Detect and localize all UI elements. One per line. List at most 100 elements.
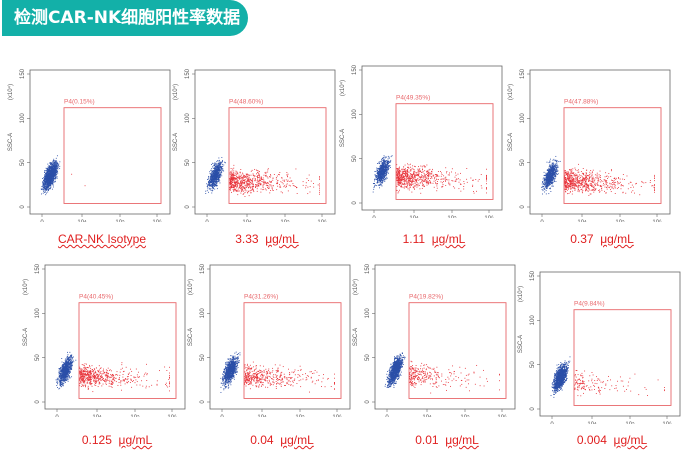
positive-event — [405, 180, 406, 182]
positive-event — [437, 181, 438, 182]
negative-event — [46, 169, 48, 171]
negative-event — [48, 184, 50, 185]
negative-event — [49, 177, 51, 179]
negative-event — [209, 185, 211, 187]
negative-event — [214, 172, 216, 174]
negative-event — [57, 172, 59, 174]
negative-event — [47, 183, 49, 185]
negative-event — [553, 165, 555, 167]
negative-event — [213, 185, 215, 187]
negative-event — [547, 181, 549, 183]
negative-event — [49, 176, 51, 178]
negative-event — [383, 167, 385, 169]
positive-event — [258, 182, 260, 184]
positive-event — [431, 177, 433, 179]
positive-event — [264, 181, 266, 183]
positive-event — [417, 175, 419, 177]
negative-event — [384, 178, 386, 180]
negative-event — [550, 173, 552, 175]
negative-event — [49, 170, 51, 172]
negative-event — [51, 169, 53, 170]
positive-event — [287, 173, 289, 175]
positive-event — [280, 181, 282, 183]
negative-event — [46, 179, 48, 181]
negative-event — [215, 172, 217, 174]
negative-event — [46, 168, 48, 169]
negative-event — [47, 180, 49, 181]
negative-event — [49, 188, 51, 190]
negative-event — [209, 180, 211, 182]
positive-event — [401, 180, 403, 182]
negative-event — [542, 178, 544, 180]
negative-event — [45, 167, 47, 169]
positive-event — [237, 177, 239, 179]
positive-event — [403, 183, 405, 185]
positive-event — [247, 192, 248, 194]
positive-event — [414, 185, 416, 187]
negative-event — [218, 162, 220, 164]
negative-event — [220, 168, 222, 170]
negative-event — [45, 186, 47, 188]
negative-event — [546, 175, 548, 177]
positive-event — [399, 176, 401, 178]
positive-event — [396, 164, 398, 166]
negative-event — [551, 168, 553, 170]
negative-event — [51, 188, 53, 190]
negative-event — [555, 166, 556, 167]
positive-event — [403, 177, 405, 179]
negative-event — [213, 175, 215, 177]
plot-frame — [29, 69, 171, 215]
negative-event — [549, 169, 551, 171]
positive-event — [396, 177, 398, 179]
negative-event — [219, 161, 221, 163]
negative-event — [216, 185, 218, 187]
positive-event — [265, 184, 267, 186]
positive-event — [253, 189, 254, 191]
positive-event — [432, 174, 434, 176]
negative-event — [210, 169, 212, 171]
negative-event — [219, 176, 221, 178]
positive-event — [416, 179, 417, 181]
positive-event — [246, 175, 248, 177]
positive-event — [425, 176, 427, 178]
positive-event — [240, 188, 242, 189]
positive-event — [449, 183, 451, 185]
positive-event — [250, 192, 252, 194]
positive-event — [405, 173, 407, 175]
negative-event — [546, 173, 548, 175]
negative-event — [217, 167, 219, 169]
negative-event — [216, 165, 218, 167]
positive-event — [410, 173, 412, 175]
negative-event — [56, 171, 58, 173]
negative-event — [51, 170, 53, 172]
positive-event — [243, 183, 245, 185]
positive-event — [413, 185, 415, 187]
positive-event — [396, 169, 398, 171]
positive-event — [237, 182, 239, 184]
negative-event — [220, 163, 222, 165]
positive-event — [414, 183, 416, 184]
negative-event — [550, 168, 552, 170]
negative-event — [46, 173, 47, 175]
negative-event — [218, 178, 220, 180]
positive-event — [232, 189, 234, 190]
negative-event — [385, 171, 387, 173]
negative-event — [49, 181, 51, 183]
negative-event — [208, 181, 210, 183]
negative-event — [388, 156, 390, 158]
negative-event — [218, 180, 220, 182]
positive-event — [422, 174, 424, 176]
negative-event — [217, 173, 218, 175]
negative-event — [44, 182, 46, 183]
negative-event — [217, 166, 218, 168]
positive-event — [398, 180, 400, 182]
positive-event — [285, 179, 287, 181]
negative-event — [546, 180, 548, 181]
negative-event — [377, 173, 379, 175]
positive-event — [418, 172, 420, 174]
negative-event — [373, 188, 375, 190]
negative-event — [380, 166, 382, 168]
negative-event — [216, 172, 218, 174]
positive-event — [471, 179, 473, 181]
positive-event — [431, 171, 432, 172]
